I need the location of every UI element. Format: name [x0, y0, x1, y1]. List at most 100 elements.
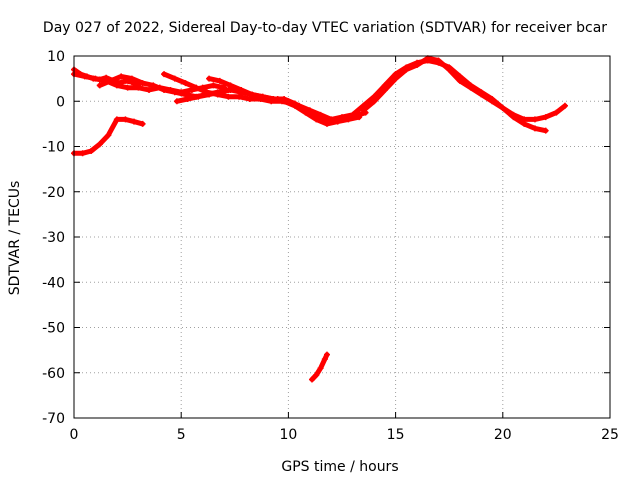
data-point [96, 82, 103, 89]
data-point [542, 127, 549, 134]
y-tick-label: -20 [42, 185, 65, 201]
data-point [259, 93, 266, 100]
data-point [306, 107, 313, 114]
data-point [349, 111, 356, 118]
data-point [274, 95, 281, 102]
data-point [146, 86, 153, 93]
data-point [553, 109, 560, 116]
grid [74, 56, 610, 418]
data-point [193, 84, 200, 91]
data-point [489, 98, 496, 105]
data-point [79, 150, 86, 157]
data-point [216, 77, 223, 84]
data-point [313, 116, 320, 123]
data-point [356, 114, 363, 121]
x-tick-label: 25 [601, 427, 619, 443]
data-point [499, 105, 506, 112]
data-point [561, 102, 568, 109]
data-point [150, 82, 157, 89]
data-point [171, 75, 178, 82]
series-arc-8 [360, 55, 568, 123]
data-point [216, 89, 223, 96]
chart-title: Day 027 of 2022, Sidereal Day-to-day VTE… [43, 20, 607, 36]
data-point [478, 91, 485, 98]
data-point [323, 351, 330, 358]
data-point [107, 77, 114, 84]
data-point [210, 82, 217, 89]
data-point [381, 86, 388, 93]
data-point [531, 125, 538, 132]
y-tick-label: -50 [42, 321, 65, 337]
y-axis-title: SDTVAR / TECUs [7, 181, 23, 296]
data-points [71, 55, 568, 383]
data-point [531, 116, 538, 123]
y-tick-label: 10 [47, 49, 65, 65]
data-point [139, 80, 146, 87]
data-point [360, 107, 367, 114]
data-point [161, 86, 168, 93]
data-point [414, 62, 421, 69]
data-point [392, 75, 399, 82]
x-tick-label: 10 [279, 427, 297, 443]
data-point [227, 82, 234, 89]
series-arc-9 [71, 116, 146, 157]
data-point [238, 86, 245, 93]
data-point [510, 111, 517, 118]
y-tick-label: -10 [42, 140, 65, 156]
data-point [182, 80, 189, 87]
data-point [113, 116, 120, 123]
data-point [371, 98, 378, 105]
data-point [195, 93, 202, 100]
y-tick-label: 0 [56, 94, 65, 110]
data-point [225, 93, 232, 100]
data-point [313, 372, 320, 379]
x-tick-label: 15 [387, 427, 405, 443]
data-point [105, 132, 112, 139]
data-point [131, 118, 138, 125]
data-point [206, 75, 213, 82]
data-point [161, 71, 168, 78]
data-point [456, 77, 463, 84]
tick-labels: 0 5 10 15 20 25 10 0 -10 -20 -30 -40 -50 -60 -70 [42, 49, 619, 443]
data-point [113, 82, 120, 89]
data-point [542, 114, 549, 121]
data-point [81, 73, 88, 80]
series-line [174, 87, 369, 122]
data-point [323, 120, 330, 127]
data-point [122, 116, 129, 123]
data-point [184, 95, 191, 102]
x-tick-label: 0 [70, 427, 79, 443]
data-point [128, 75, 135, 82]
data-point [328, 116, 335, 123]
data-point [308, 376, 315, 383]
data-point [92, 75, 99, 82]
data-point [321, 356, 328, 363]
data-point [88, 148, 95, 155]
x-tick-label: 20 [494, 427, 512, 443]
data-point [182, 91, 189, 98]
data-point [135, 84, 142, 91]
data-point [435, 57, 442, 64]
y-tick-label: -60 [42, 366, 65, 382]
series-line [360, 55, 568, 122]
data-point [139, 120, 146, 127]
data-point [171, 89, 178, 96]
data-point [96, 141, 103, 148]
plot-frame [73, 55, 611, 419]
data-point [467, 84, 474, 91]
data-point [403, 66, 410, 73]
data-point [236, 93, 243, 100]
data-point [296, 102, 303, 109]
data-point [317, 111, 324, 118]
y-tick-label: -40 [42, 275, 65, 291]
y-tick-label: -30 [42, 230, 65, 246]
data-point [317, 365, 324, 372]
data-point [173, 98, 180, 105]
x-tick-label: 5 [177, 427, 186, 443]
data-point [118, 73, 125, 80]
data-point [206, 91, 213, 98]
data-point [446, 66, 453, 73]
data-point [124, 84, 131, 91]
data-point [248, 91, 255, 98]
